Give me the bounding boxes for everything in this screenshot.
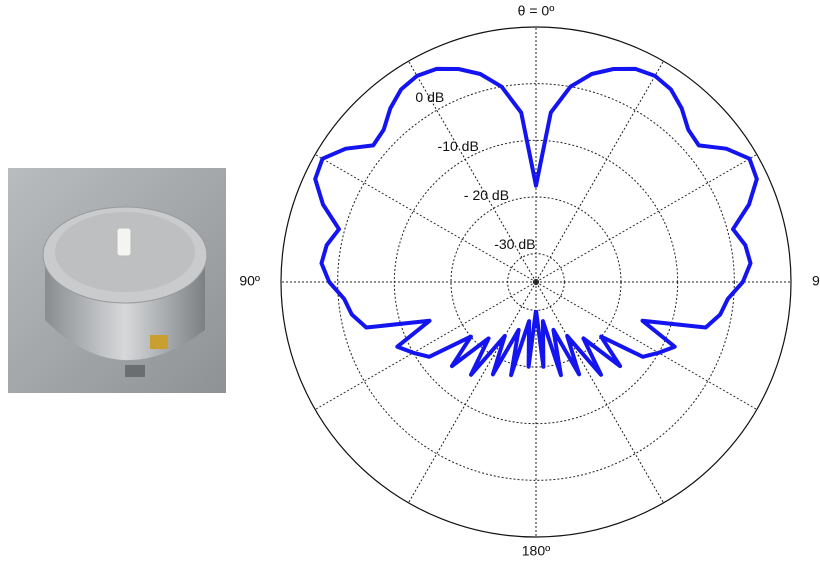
r-tick-label: - 20 dB <box>464 187 509 203</box>
spoke <box>315 155 536 283</box>
theta-tick-label: 90º <box>812 273 820 289</box>
spoke <box>536 61 664 282</box>
antenna-photo <box>8 168 226 393</box>
theta-tick-label: θ = 0º <box>518 3 555 19</box>
theta-tick-label: 180º <box>522 543 550 558</box>
page: {"chart_data": {"type": "polar", "theta"… <box>0 0 820 558</box>
chart: -30 dB - 20 dB -10 dB 0 dB θ = 0º 90º 90º 180º <box>0 0 820 558</box>
theta-tick-label: 90º <box>239 273 260 289</box>
spoke <box>536 282 664 503</box>
polar-plot: -30 dB - 20 dB -10 dB 0 dB θ = 0º 90º 90º 180º <box>239 3 820 558</box>
r-tick-label: -10 dB <box>438 138 479 154</box>
r-tick-label: -30 dB <box>494 236 535 252</box>
r-tick-label: 0 dB <box>415 89 444 105</box>
